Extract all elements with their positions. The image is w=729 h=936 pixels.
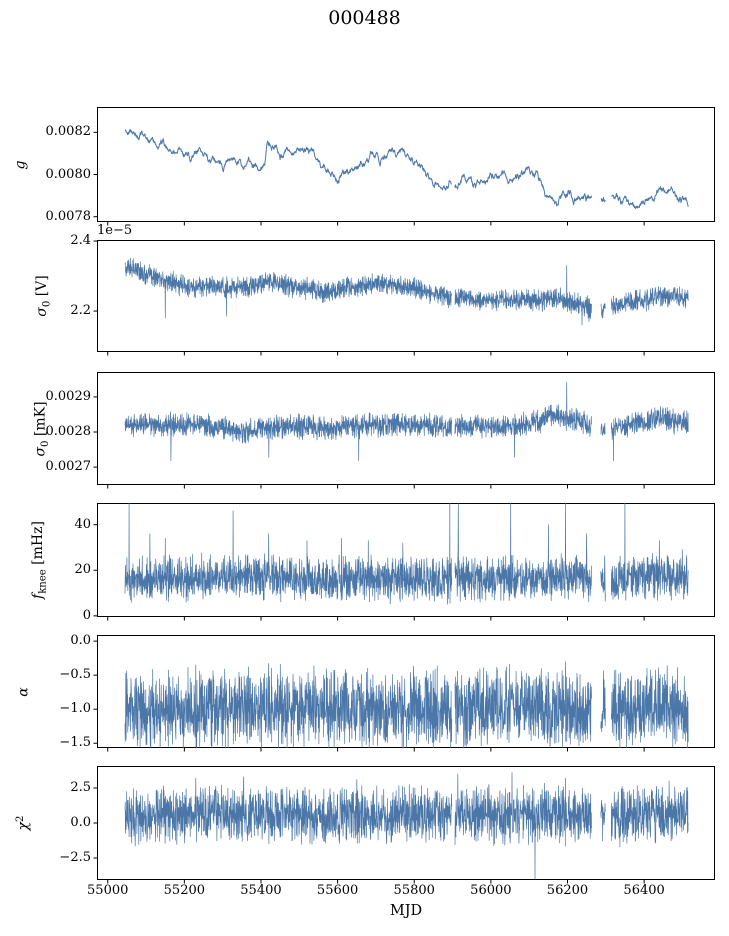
y-axis-label-segment: σ: [34, 307, 50, 317]
data-series-alpha: [124, 661, 689, 749]
data-series-sigma0-mK: [124, 381, 689, 462]
axes-frame: [97, 372, 715, 485]
y-tick-label: 2.2: [70, 303, 91, 319]
y-axis-label-segment: [mK]: [32, 400, 48, 441]
y-tick-label: 0.0: [70, 815, 91, 830]
y-axis-label-segment: f: [30, 593, 46, 599]
panel-chi2: [93, 766, 715, 884]
y-axis-label-segment: knee: [37, 569, 49, 594]
y-axis-label-segment: 0: [41, 300, 53, 308]
data-series-g: [124, 129, 689, 209]
y-axis-label-segment: 2: [15, 815, 26, 822]
y-tick-label: 20: [74, 562, 91, 578]
y-axis-label-segment: σ: [32, 446, 48, 457]
x-tick-label: 55400: [240, 883, 282, 898]
y-axis-label-chi2: χ2: [12, 766, 32, 880]
x-tick-label: 55600: [316, 883, 359, 898]
y-tick-label: 0.0028: [45, 424, 92, 439]
y-axis-label-sigma0-V: σ0 [V]: [33, 240, 53, 352]
y-axis-label-segment: 0: [39, 440, 51, 447]
y-tick-label: 0.0027: [45, 459, 92, 475]
y-tick-label: 2.4: [70, 233, 91, 249]
y-tick-label: 0.0080: [45, 166, 92, 182]
y-axis-label-segment: [mHz]: [30, 521, 46, 570]
y-axis-label-sigma0-mK: σ0 [mK]: [31, 372, 51, 485]
axis-offset-text: 1e−5: [97, 223, 133, 238]
y-tick-label: 0.0082: [45, 124, 92, 140]
x-tick-label: 55000: [87, 883, 129, 898]
y-tick-label: 0.0029: [45, 388, 92, 404]
data-series-chi2: [124, 772, 689, 880]
figure-title: 000488: [328, 7, 401, 29]
axes-frame: [97, 503, 715, 617]
y-axis-label-segment: χ: [15, 821, 32, 831]
axes-frame: [97, 766, 715, 880]
x-tick-label: 55800: [393, 883, 435, 898]
x-axis-label: MJD: [389, 903, 423, 919]
y-tick-label: 0.0: [70, 633, 91, 649]
y-axis-label-segment: g: [12, 160, 28, 169]
y-tick-label: −1.0: [59, 701, 91, 717]
data-series-sigma0-V: [124, 257, 689, 326]
x-tick-label: 55200: [163, 883, 206, 898]
y-tick-label: 40: [74, 516, 91, 532]
y-tick-label: −0.5: [59, 667, 91, 683]
axes-frame: [97, 240, 715, 352]
panel-f-knee: [93, 502, 715, 621]
y-tick-label: −2.5: [59, 850, 91, 865]
axes-frame: [97, 107, 715, 222]
data-series-f-knee: [124, 502, 689, 605]
panel-g: [93, 107, 715, 226]
x-tick-label: 56000: [470, 883, 512, 898]
y-tick-label: 0.0078: [45, 208, 92, 224]
axes-frame: [97, 635, 715, 748]
x-tick-label: 56200: [546, 883, 589, 898]
y-tick-label: −1.5: [59, 735, 91, 751]
y-tick-label: 2.5: [70, 779, 91, 795]
x-tick-label: 56400: [623, 883, 665, 898]
panel-sigma0-mK: [93, 372, 715, 489]
y-axis-label-f-knee: fknee [mHz]: [29, 503, 49, 617]
panel-alpha: [93, 635, 715, 752]
y-axis-label-segment: [V]: [34, 275, 50, 301]
panel-sigma0-V: [93, 240, 715, 356]
y-axis-label-alpha: α: [14, 635, 32, 748]
y-tick-label: 0: [82, 607, 91, 623]
y-axis-label-segment: α: [15, 686, 31, 697]
y-axis-label-g: g: [11, 107, 29, 222]
